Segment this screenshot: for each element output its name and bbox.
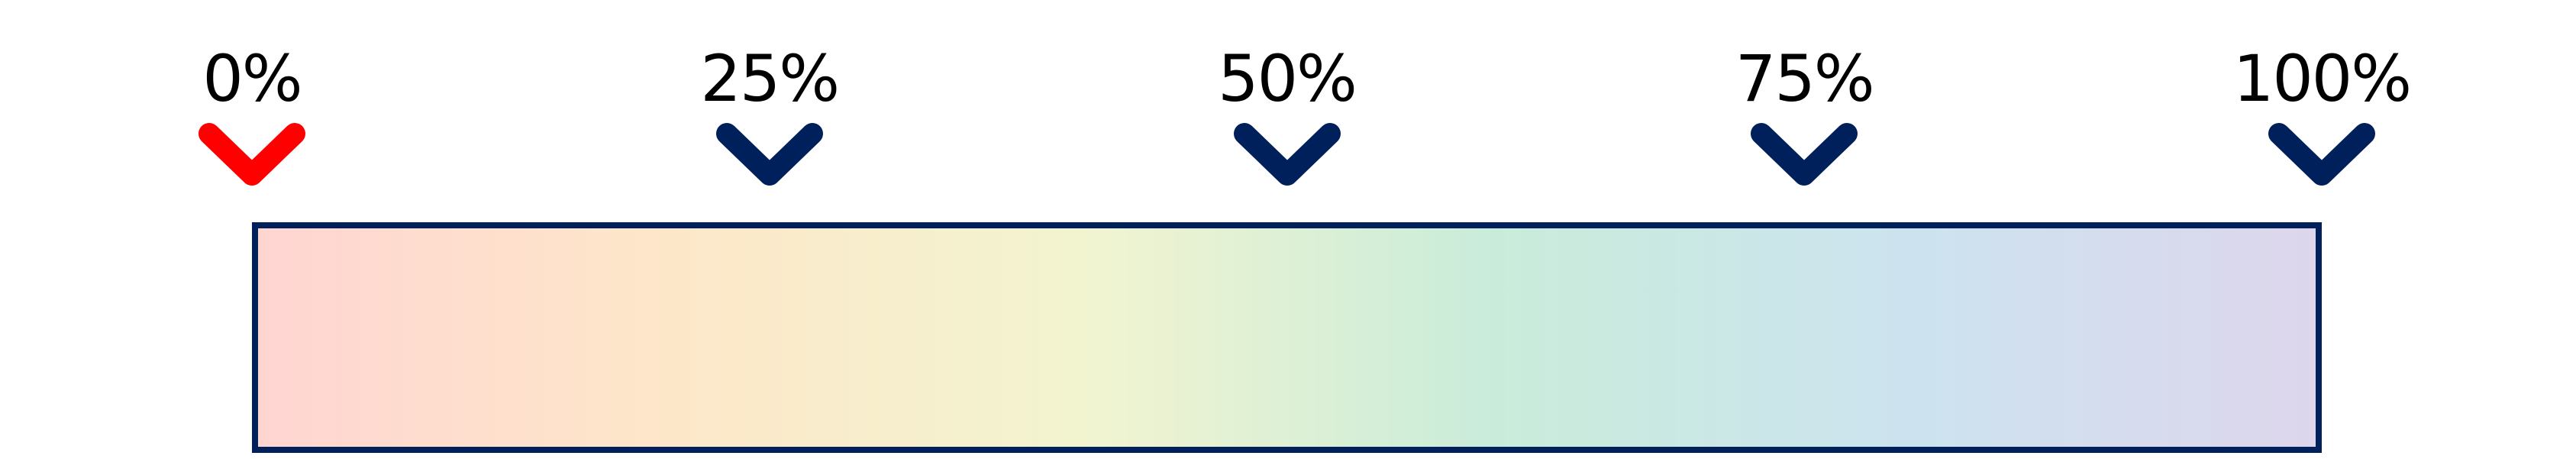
chevron-down-icon[interactable] xyxy=(194,118,310,195)
chevron-down-icon[interactable] xyxy=(1229,118,1345,195)
marker-label-25: 25% xyxy=(700,41,840,116)
marker-25[interactable]: 25% xyxy=(686,42,854,195)
chevron-down-icon[interactable] xyxy=(712,118,828,195)
marker-75[interactable]: 75% xyxy=(1720,42,1888,195)
chevron-down-icon[interactable] xyxy=(1746,118,1862,195)
marker-50[interactable]: 50% xyxy=(1203,42,1371,195)
marker-label-50: 50% xyxy=(1218,41,1357,116)
marker-100[interactable]: 100% xyxy=(2233,42,2412,195)
marker-label-75: 75% xyxy=(1735,41,1875,116)
chevron-down-icon[interactable] xyxy=(2264,118,2380,195)
marker-label-100: 100% xyxy=(2232,41,2412,116)
gradient-bar[interactable] xyxy=(252,222,2322,453)
marker-0[interactable]: 0% xyxy=(168,42,336,195)
marker-label-0: 0% xyxy=(202,41,302,116)
